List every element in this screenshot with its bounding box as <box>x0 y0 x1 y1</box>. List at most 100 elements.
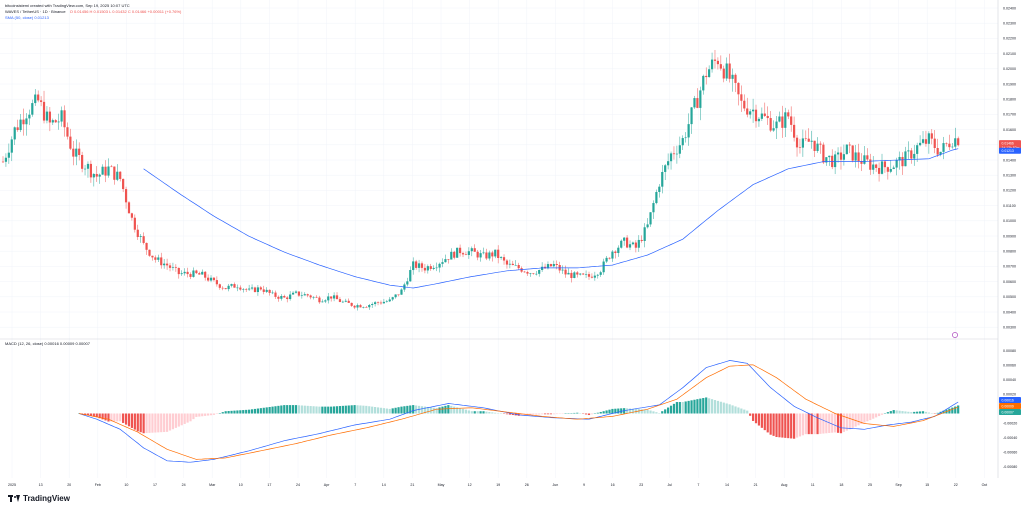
price-tick-label: 0.02400 <box>1003 6 1016 10</box>
time-tick-label: 24 <box>182 483 186 487</box>
candle-body <box>107 166 110 176</box>
candle <box>356 303 359 311</box>
histogram-bar <box>374 407 377 414</box>
histogram-bar <box>778 413 781 438</box>
candle <box>7 143 10 164</box>
candle-body <box>731 74 734 79</box>
histogram-bar <box>705 397 708 414</box>
candle-body <box>860 161 863 164</box>
candle <box>110 164 113 168</box>
time-axis[interactable]: 2025 13 20 Feb 10 17 24 Mar 10 17 24 Apr 7 14 21 May 12 1… <box>8 483 987 487</box>
candle-body <box>541 266 544 271</box>
candle <box>397 294 400 297</box>
candle <box>268 289 271 296</box>
candle-body <box>781 116 784 128</box>
histogram-bar <box>708 398 711 414</box>
candle-body <box>725 63 728 79</box>
candle <box>274 290 277 299</box>
candle-body <box>253 287 257 293</box>
histogram-bar <box>608 409 611 414</box>
candle-body <box>927 133 930 144</box>
histogram-bar <box>880 413 884 415</box>
candle <box>142 232 145 245</box>
histogram-bar <box>828 413 831 433</box>
candle-body <box>787 112 790 117</box>
candle <box>804 130 807 142</box>
candle <box>511 260 514 266</box>
price-tick-label: 0.01800 <box>1003 98 1016 102</box>
histogram-bar <box>590 413 594 415</box>
candle <box>447 259 450 264</box>
histogram-bar <box>664 409 667 414</box>
candle-body <box>798 147 802 148</box>
histogram-bar <box>643 409 646 414</box>
candle <box>127 201 131 214</box>
candle <box>245 288 248 292</box>
histogram-bar <box>845 413 848 431</box>
candle <box>113 166 116 185</box>
histogram-bar <box>92 413 95 417</box>
candle-body <box>957 138 960 146</box>
candle-body <box>681 138 684 146</box>
candle-body <box>186 271 189 275</box>
candle <box>198 271 201 275</box>
candle <box>927 131 930 154</box>
candle <box>133 214 136 233</box>
candle-body <box>248 288 251 290</box>
candle <box>913 144 916 166</box>
histogram-bar <box>573 412 576 414</box>
histogram-bar <box>505 413 509 415</box>
histogram-bar <box>291 405 295 414</box>
candle <box>857 143 860 169</box>
histogram-bar <box>283 405 286 414</box>
candle-body <box>28 114 31 119</box>
time-tick-label: Mar <box>209 483 216 487</box>
histogram-bar <box>204 413 207 416</box>
histogram-bar <box>667 407 670 414</box>
histogram-bar <box>672 403 676 414</box>
candle <box>371 302 374 308</box>
candle-body <box>675 153 678 155</box>
price-axis[interactable]: 0.02400 0.02300 0.02200 0.02100 0.02000 0.019… <box>1003 6 1016 329</box>
histogram-bar <box>391 408 394 414</box>
candle <box>910 147 913 164</box>
sma-legend: SMA (50, close) 0.01213 <box>5 15 49 20</box>
candle-body <box>374 302 377 305</box>
candle <box>904 146 907 167</box>
histogram-bar <box>160 413 163 433</box>
candle <box>661 164 664 194</box>
histogram-bar <box>669 405 673 414</box>
candle-body <box>432 267 435 269</box>
candle <box>684 132 687 143</box>
histogram-bar <box>122 413 125 423</box>
candle-body <box>192 270 195 277</box>
histogram-bar <box>851 413 854 428</box>
candle <box>438 262 441 273</box>
candle-body <box>655 191 658 204</box>
tradingview-logo[interactable]: TradingView <box>8 494 70 503</box>
time-tick-label: 13 <box>39 483 43 487</box>
candle <box>174 264 177 272</box>
candle <box>640 235 643 243</box>
candle <box>98 173 101 184</box>
histogram-bar <box>280 405 283 414</box>
histogram-bar <box>177 413 180 427</box>
histogram-bar <box>898 410 901 414</box>
candle-body <box>110 166 113 168</box>
histogram-bar <box>420 406 424 414</box>
symbol-title: WAVES / TetherUS · 1D · Binance <box>5 9 66 14</box>
price-tick-label: 0.01400 <box>1003 158 1016 162</box>
histogram-bar <box>116 413 119 422</box>
candle <box>831 149 834 170</box>
candle <box>415 259 418 270</box>
histogram-bar <box>552 413 555 415</box>
histogram-bar <box>406 405 409 414</box>
alert-icon[interactable] <box>952 332 958 338</box>
candle <box>743 94 746 112</box>
histogram-bar <box>400 406 403 414</box>
candle <box>406 277 409 287</box>
candle <box>86 161 90 178</box>
histogram-bar <box>157 413 160 433</box>
candle <box>795 134 799 157</box>
